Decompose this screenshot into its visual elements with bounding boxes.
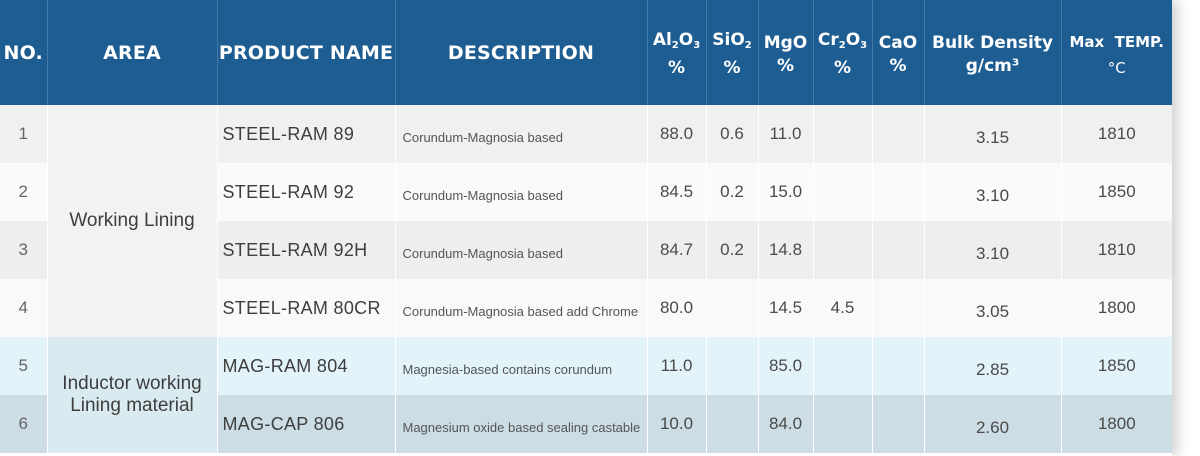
cell-cr2o3 (812, 105, 872, 163)
cell-mgo: 15.0 (757, 163, 813, 221)
table-row: 1 Working Lining STEEL-RAM 89 Corundum-M… (0, 105, 1172, 337)
header-cao-unit: % (889, 55, 907, 76)
cell-cr2o3 (812, 163, 872, 221)
cell-cao (871, 395, 924, 453)
cell-al2o3: 11.0 (646, 337, 706, 395)
cell-bulk-density: 2.85 (923, 337, 1061, 395)
cell-description: Magnesia-based contains corundum (394, 337, 647, 395)
cell-product-name: STEEL-RAM 92H (216, 221, 395, 279)
cell-sio2: 0.2 (705, 221, 758, 279)
cell-cao (871, 337, 924, 395)
header-product-name: PRODUCT NAME (216, 0, 395, 105)
cell-cr2o3 (812, 395, 872, 453)
cell-cr2o3 (812, 221, 872, 279)
header-al2o3: Al2O3% (646, 0, 706, 105)
cell-al2o3: 84.5 (646, 163, 706, 221)
area-inductor-line1: Inductor working (62, 373, 202, 394)
cell-mgo: 14.8 (757, 221, 813, 279)
cell-sio2 (705, 395, 758, 453)
cell-cao (871, 163, 924, 221)
cell-cr2o3 (812, 337, 872, 395)
header-bulk-density-unit: g/cm³ (965, 55, 1020, 76)
cell-bulk-density: 3.05 (923, 279, 1061, 337)
cell-no: 3 (0, 221, 47, 279)
table-row: 2 STEEL-RAM 92 Corundum-Magnosia based 8… (0, 163, 1172, 221)
cell-max-temp: 1810 (1060, 221, 1172, 279)
header-cao: CaO% (871, 0, 924, 105)
cell-cao (871, 105, 924, 163)
cell-bulk-density: 3.15 (923, 105, 1061, 163)
cell-sio2: 0.2 (705, 163, 758, 221)
cell-area-working-lining: Working Lining (46, 105, 217, 337)
cell-area-inductor-lining: Inductor working Lining material (46, 337, 217, 453)
header-mgo: MgO% (757, 0, 813, 105)
cell-cao (871, 279, 924, 337)
cell-no: 5 (0, 337, 47, 395)
cell-cao (871, 221, 924, 279)
cell-mgo: 85.0 (757, 337, 813, 395)
header-cr2o3: Cr2O3% (812, 0, 872, 105)
cell-description: Corundum-Magnosia based (394, 105, 647, 163)
cell-product-name: MAG-RAM 804 (216, 337, 395, 395)
cell-max-temp: 1810 (1060, 105, 1172, 163)
cell-mgo: 14.5 (757, 279, 813, 337)
header-bulk-density-label: Bulk Density (931, 32, 1053, 53)
table-row: 4 STEEL-RAM 80CR Corundum-Magnosia based… (0, 279, 1172, 337)
cell-product-name: MAG-CAP 806 (216, 395, 395, 453)
cell-product-name: STEEL-RAM 89 (216, 105, 395, 163)
header-cr2o3-unit: % (833, 58, 852, 78)
cell-sio2 (705, 279, 758, 337)
cell-mgo: 11.0 (757, 105, 813, 163)
cell-mgo: 84.0 (757, 395, 813, 453)
header-sio2: SiO2% (705, 0, 758, 105)
cell-al2o3: 88.0 (646, 105, 706, 163)
cell-max-temp: 1800 (1060, 279, 1172, 337)
table-header: NO. AREA PRODUCT NAME DESCRIPTION Al2O3%… (0, 0, 1172, 105)
header-al2o3-unit: % (667, 58, 686, 78)
cell-no: 1 (0, 105, 47, 163)
table-row: 6 MAG-CAP 806 Magnesium oxide based seal… (0, 395, 1172, 453)
header-sio2-unit: % (723, 58, 741, 78)
cell-no: 4 (0, 279, 47, 337)
cell-no: 6 (0, 395, 47, 453)
header-max-temp-unit: °C (1107, 58, 1126, 77)
header-max-temp-label: Max TEMP. (1069, 32, 1164, 51)
header-mgo-unit: % (776, 55, 795, 76)
cell-product-name: STEEL-RAM 92 (216, 163, 395, 221)
cell-no: 2 (0, 163, 47, 221)
header-bulk-density: Bulk Density g/cm³ (923, 0, 1061, 105)
cell-max-temp: 1850 (1060, 163, 1172, 221)
cell-max-temp: 1800 (1060, 395, 1172, 453)
cell-description: Corundum-Magnosia based (394, 221, 647, 279)
header-no: NO. (0, 0, 47, 105)
cell-cr2o3: 4.5 (812, 279, 872, 337)
header-description: DESCRIPTION (394, 0, 647, 105)
table-body: 1 Working Lining STEEL-RAM 89 Corundum-M… (0, 105, 1172, 453)
cell-al2o3: 80.0 (646, 279, 706, 337)
product-table-container: NO. AREA PRODUCT NAME DESCRIPTION Al2O3%… (0, 0, 1172, 453)
cell-description: Corundum-Magnosia based add Chrome (394, 279, 647, 337)
cell-product-name: STEEL-RAM 80CR (216, 279, 395, 337)
cell-al2o3: 10.0 (646, 395, 706, 453)
cell-al2o3: 84.7 (646, 221, 706, 279)
refractory-product-table: NO. AREA PRODUCT NAME DESCRIPTION Al2O3%… (0, 0, 1172, 453)
cell-description: Corundum-Magnosia based (394, 163, 647, 221)
header-row: NO. AREA PRODUCT NAME DESCRIPTION Al2O3%… (0, 0, 1172, 105)
cell-bulk-density: 3.10 (923, 163, 1061, 221)
cell-sio2: 0.6 (705, 105, 758, 163)
cell-bulk-density: 3.10 (923, 221, 1061, 279)
table-row: 5 Inductor working Lining material MAG-RA… (0, 337, 1172, 453)
cell-sio2 (705, 337, 758, 395)
cell-description: Magnesium oxide based sealing castable (394, 395, 647, 453)
header-max-temp: Max TEMP. °C (1060, 0, 1172, 105)
cell-max-temp: 1850 (1060, 337, 1172, 395)
area-inductor-line2: Lining material (70, 395, 194, 416)
table-row: 3 STEEL-RAM 92H Corundum-Magnosia based … (0, 221, 1172, 279)
header-area: AREA (46, 0, 217, 105)
cell-bulk-density: 2.60 (923, 395, 1061, 453)
